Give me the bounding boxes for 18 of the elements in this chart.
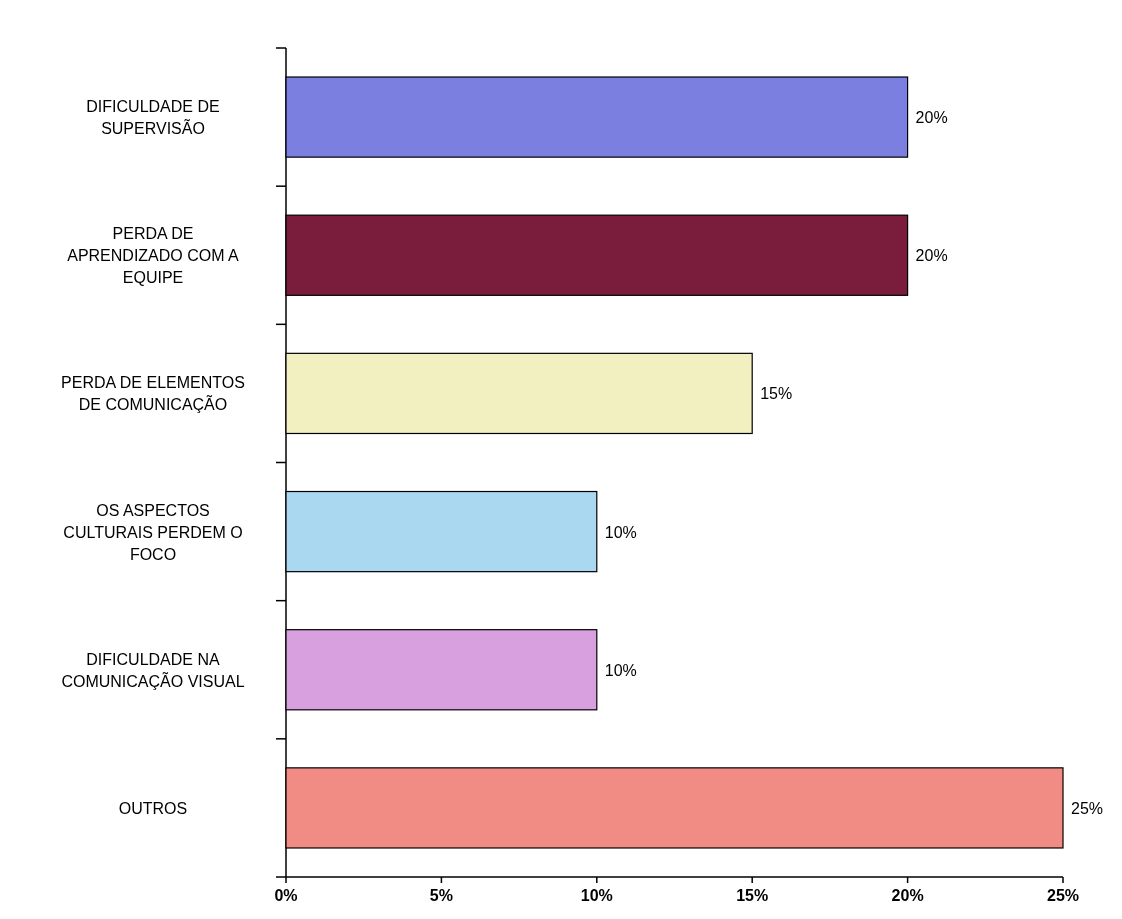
y-tick-label: OS ASPECTOS CULTURAIS PERDEM O FOCO [63, 501, 243, 563]
data-label: 15% [760, 385, 793, 403]
x-tick-label: 10% [580, 887, 613, 904]
data-label: 20% [915, 109, 948, 127]
x-tick-label: 15% [736, 887, 769, 904]
x-tick-label: 25% [1046, 887, 1080, 904]
y-tick-label: PERDA DE ELEMENTOS DE COMUNICAÇÃO [61, 374, 245, 414]
data-label: 25% [1071, 799, 1104, 817]
y-tick-label: PERDA DE APRENDIZADO COM A EQUIPE [67, 225, 240, 287]
y-tick-label: DIFICULDADE DE SUPERVISÃO [86, 98, 220, 138]
data-label: 10% [604, 523, 637, 541]
x-tick-label: 0% [274, 887, 298, 904]
data-label: 10% [604, 661, 637, 679]
y-tick-label: OUTROS [118, 799, 188, 817]
x-tick-label: 20% [891, 887, 924, 904]
x-tick-label: 5% [429, 887, 453, 904]
y-tick-label: DIFICULDADE NA COMUNICAÇÃO VISUAL [61, 650, 245, 690]
data-label: 20% [915, 247, 948, 265]
